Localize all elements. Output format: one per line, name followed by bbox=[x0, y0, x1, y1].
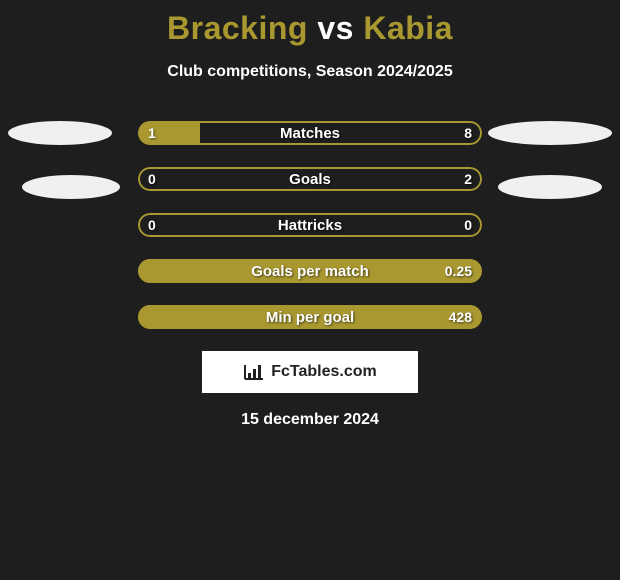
stat-bar: 0.25Goals per match bbox=[138, 259, 482, 283]
logo-text: FcTables.com bbox=[271, 363, 377, 381]
stat-bar: 18Matches bbox=[138, 121, 482, 145]
bar-label: Goals per match bbox=[138, 259, 482, 283]
bar-label: Goals bbox=[138, 167, 482, 191]
team-oval bbox=[498, 175, 602, 199]
title-player-left: Bracking bbox=[167, 10, 308, 46]
subtitle: Club competitions, Season 2024/2025 bbox=[0, 47, 620, 81]
title-vs: vs bbox=[308, 10, 363, 46]
bar-label: Matches bbox=[138, 121, 482, 145]
snapshot-date: 15 december 2024 bbox=[0, 411, 620, 429]
team-oval bbox=[22, 175, 120, 199]
chart-icon bbox=[243, 363, 265, 381]
fctables-logo[interactable]: FcTables.com bbox=[202, 351, 418, 393]
stat-bar: 00Hattricks bbox=[138, 213, 482, 237]
bar-label: Hattricks bbox=[138, 213, 482, 237]
chart-area: 18Matches 02Goals 00Hattricks 0.25Goals per… bbox=[0, 121, 620, 329]
bar-label: Min per goal bbox=[138, 305, 482, 329]
team-oval bbox=[8, 121, 112, 145]
title-player-right: Kabia bbox=[363, 10, 453, 46]
stat-bar: 02Goals bbox=[138, 167, 482, 191]
page-title: Bracking vs Kabia bbox=[0, 0, 620, 47]
stat-bar: 428Min per goal bbox=[138, 305, 482, 329]
team-oval bbox=[488, 121, 612, 145]
stat-bars: 18Matches 02Goals 00Hattricks 0.25Goals per… bbox=[138, 121, 482, 329]
